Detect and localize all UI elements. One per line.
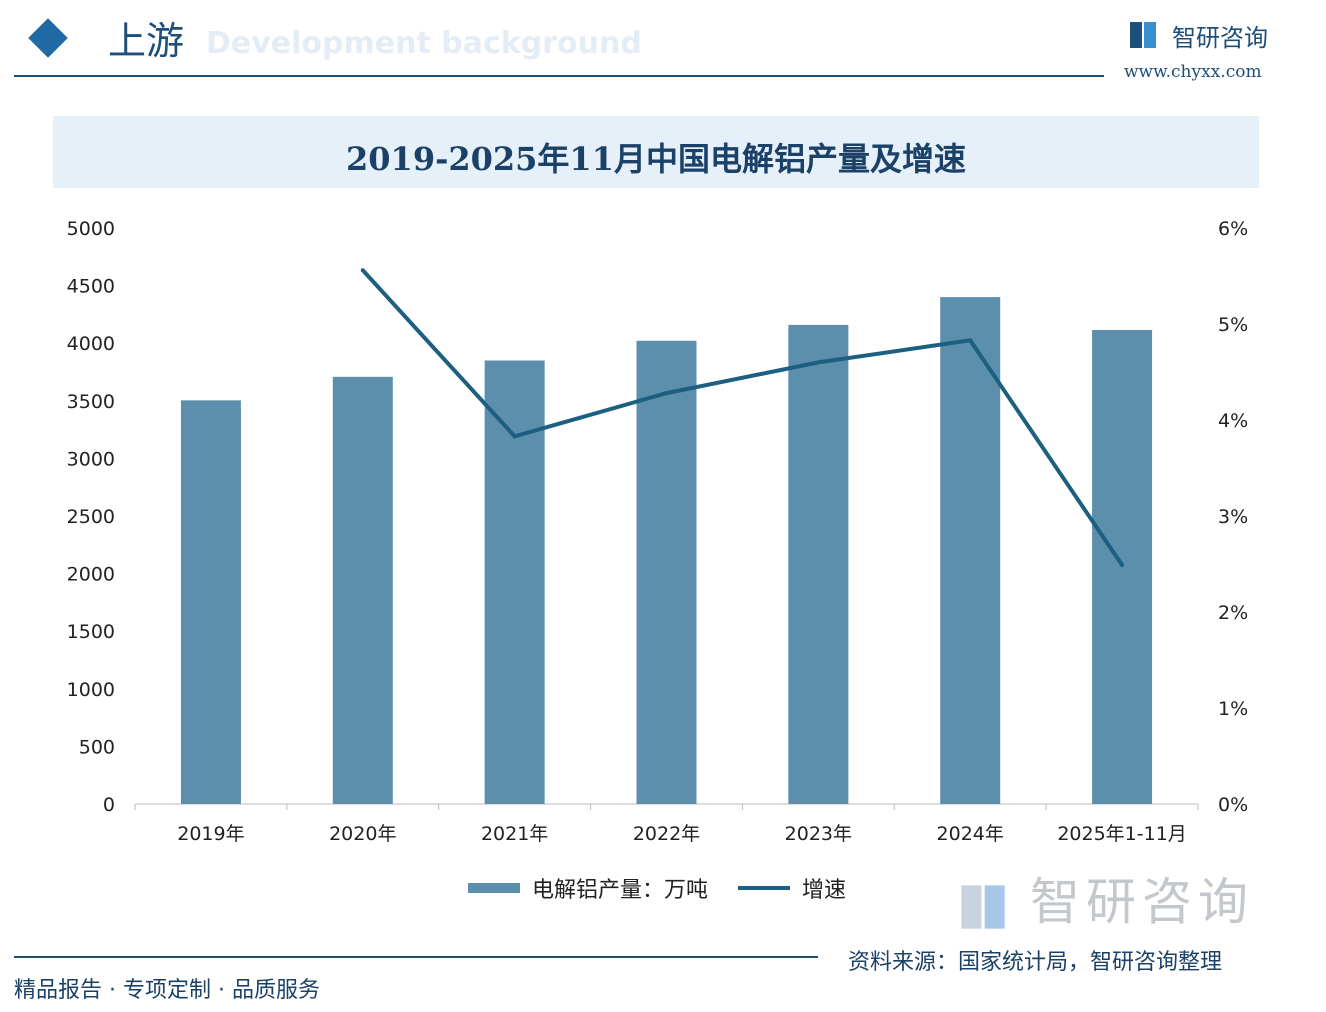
x-tick-label: 2021年 [481,823,548,845]
brand-logo-icon [1130,22,1156,48]
chart: 0 500 1000 1500 2000 2500 3000 3500 4000 4500 5000… [67,218,1249,845]
y2-tick-label: 3% [1218,506,1248,528]
growth-point [360,268,365,273]
section-subtitle: Development background [206,26,642,61]
bar [940,297,1001,804]
y-tick-label: 1000 [67,679,115,701]
growth-point [512,434,517,439]
x-tick-label: 2019年 [177,823,244,845]
y-tick-label: 1500 [67,621,115,643]
divider [14,75,1104,77]
growth-line [361,268,1124,567]
chart-title: 2019-2025年11月中国电解铝产量及增速 [346,140,966,178]
divider [14,956,818,958]
growth-point [1120,562,1125,567]
y2-tick-label: 1% [1218,698,1248,720]
x-tick-label: 2025年1-11月 [1057,823,1186,845]
bar [180,400,241,804]
legend-swatch-line [738,886,791,890]
y-tick-label: 2000 [67,564,115,586]
title-band [53,116,1259,188]
growth-point [968,338,973,343]
y-tick-label: 4500 [67,276,115,298]
growth-point [816,360,821,365]
legend-label-line: 增速 [802,878,847,903]
bar [788,324,849,804]
y2-tick-label: 2% [1218,602,1248,624]
legend-swatch-bar [468,883,520,893]
y-tick-label: 3500 [67,391,115,413]
brand-url: www.chyxx.com [1124,62,1262,82]
watermark: 智研咨询 [1030,873,1254,931]
bar [484,360,545,804]
y2-tick-label: 5% [1218,314,1248,336]
x-tick-label: 2024年 [937,823,1004,845]
x-tick-label: 2020年 [329,823,396,845]
y2-tick-label: 0% [1218,794,1248,816]
bar [1092,329,1153,804]
x-tick-label: 2023年 [785,823,852,845]
x-tick-label: 2022年 [633,823,700,845]
brand-name: 智研咨询 [1172,24,1268,52]
y-tick-label: 5000 [67,218,115,240]
section-title: 上游 [108,19,185,63]
y2-tick-label: 6% [1218,218,1248,240]
legend-label-bar: 电解铝产量：万吨 [532,878,709,903]
bar [636,340,697,804]
y-tick-label: 500 [79,736,115,758]
bar [332,376,393,804]
y-tick-label: 0 [103,794,115,816]
y2-tick-label: 4% [1218,410,1248,432]
source-note: 资料来源：国家统计局，智研咨询整理 [848,950,1223,975]
y-tick-label: 3000 [67,448,115,470]
legend: 电解铝产量：万吨 增速 [468,872,846,904]
watermark-logo-icon [961,885,1005,929]
y-tick-label: 4000 [67,333,115,355]
slogan: 精品报告 · 专项定制 · 品质服务 [14,978,320,1003]
growth-point [664,391,669,396]
y-tick-label: 2500 [67,506,115,528]
